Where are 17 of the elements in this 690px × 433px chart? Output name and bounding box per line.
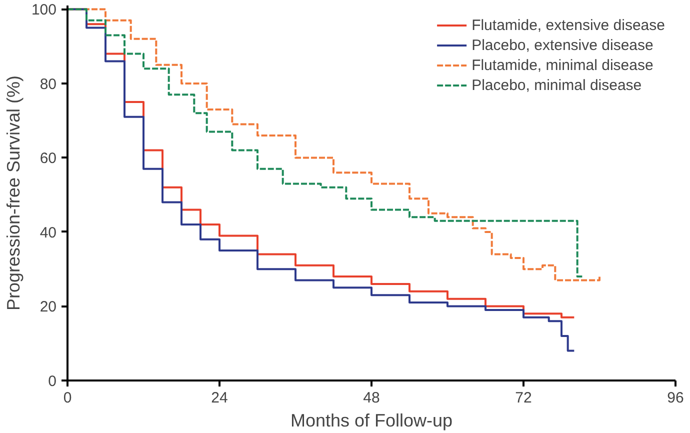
- y-tick-label: 60: [40, 150, 57, 168]
- x-tick-label: 96: [667, 390, 684, 406]
- legend-label: Placebo, extensive disease: [472, 36, 654, 54]
- y-tick-label: 40: [40, 224, 57, 242]
- x-axis-title: Months of Follow-up: [290, 410, 453, 430]
- y-tick-label: 100: [31, 2, 57, 19]
- legend-label: Flutamide, extensive disease: [472, 16, 665, 34]
- y-tick-label: 0: [48, 373, 56, 390]
- y-axis-title: Progression-free Survival (%): [3, 75, 24, 311]
- x-tick-label: 0: [63, 390, 72, 406]
- legend-label: Placebo, minimal disease: [472, 76, 642, 94]
- y-tick-label: 20: [40, 298, 57, 316]
- legend-label: Flutamide, minimal disease: [472, 56, 654, 74]
- x-tick-label: 72: [515, 390, 532, 406]
- x-tick-label: 48: [363, 390, 380, 406]
- x-tick-label: 24: [211, 390, 228, 406]
- y-tick-label: 80: [40, 76, 57, 93]
